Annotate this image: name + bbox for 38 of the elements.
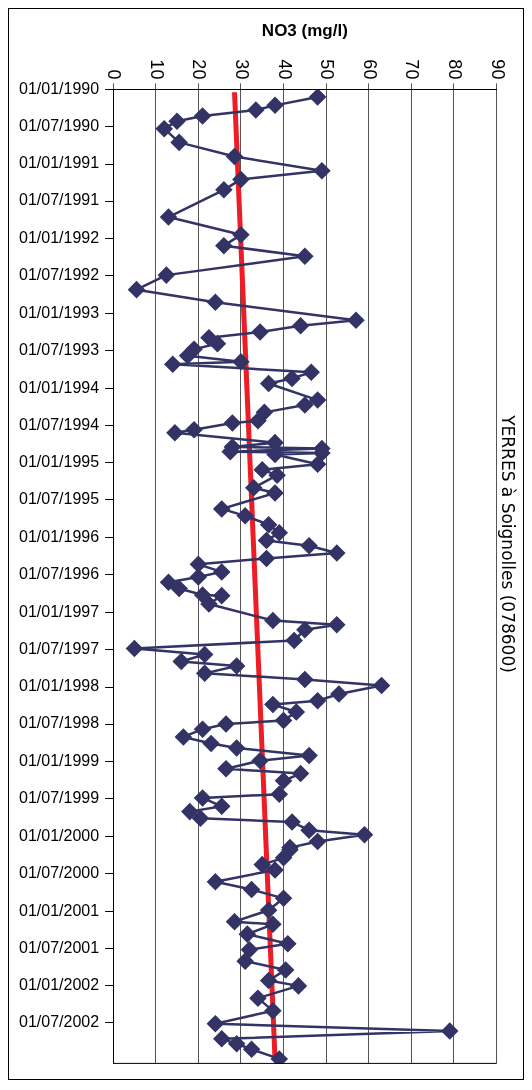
y-tick-label: 01/07/1992 [19,266,100,284]
y-tick-label: 01/07/1998 [19,714,100,732]
y-tick-label: 01/07/2002 [19,1013,100,1031]
y-tick-label: 01/01/1990 [19,79,100,97]
y-tick-label: 01/07/1991 [19,191,100,209]
y-tick-label: 01/07/1993 [19,341,100,358]
x-tick-label: 20 [189,59,210,80]
y-tick-label: 01/07/1996 [19,565,100,583]
y-tick-label: 01/01/1992 [19,229,100,247]
x-axis-title: NO3 (mg/l) [261,20,348,40]
y-tick-label: 01/01/1996 [19,527,100,545]
y-tick-label: 01/01/2002 [19,976,100,994]
y-tick-label: 01/07/1990 [19,116,100,134]
x-tick-label: 60 [359,59,380,80]
y-tick-label: 01/01/1993 [19,303,100,321]
y-tick-label: 01/07/2001 [19,938,100,956]
y-tick-label: 01/01/1995 [19,453,100,471]
y-tick-label: 01/07/2000 [19,864,100,881]
text: YERRES à Soignolles (078600) [498,414,519,673]
y-tick-label: 01/07/1995 [19,490,100,508]
y-tick-label: 01/07/1999 [19,789,100,807]
x-tick-label: 50 [317,59,338,80]
x-tick-label: 0 [104,69,125,80]
y-tick-label: 01/01/1998 [19,677,100,695]
y-tick-label: 01/01/1991 [19,154,100,172]
y-tick-label: 01/01/1994 [19,378,100,396]
y-tick-label: 01/01/2001 [19,901,100,919]
y-tick-label: 01/07/1994 [19,415,100,433]
x-tick-label: 30 [231,59,252,80]
x-tick-label: 90 [487,59,508,80]
y-tick-label: 01/01/1997 [19,602,100,620]
y-tick-label: 01/01/1999 [19,752,100,770]
x-tick-label: 10 [146,59,167,80]
x-tick-label: 80 [445,59,466,80]
y-tick-label: 01/07/1997 [19,639,100,657]
x-tick-label: 40 [274,59,295,80]
x-tick-label: 70 [402,59,423,80]
y-tick-label: 01/01/2000 [19,826,100,844]
